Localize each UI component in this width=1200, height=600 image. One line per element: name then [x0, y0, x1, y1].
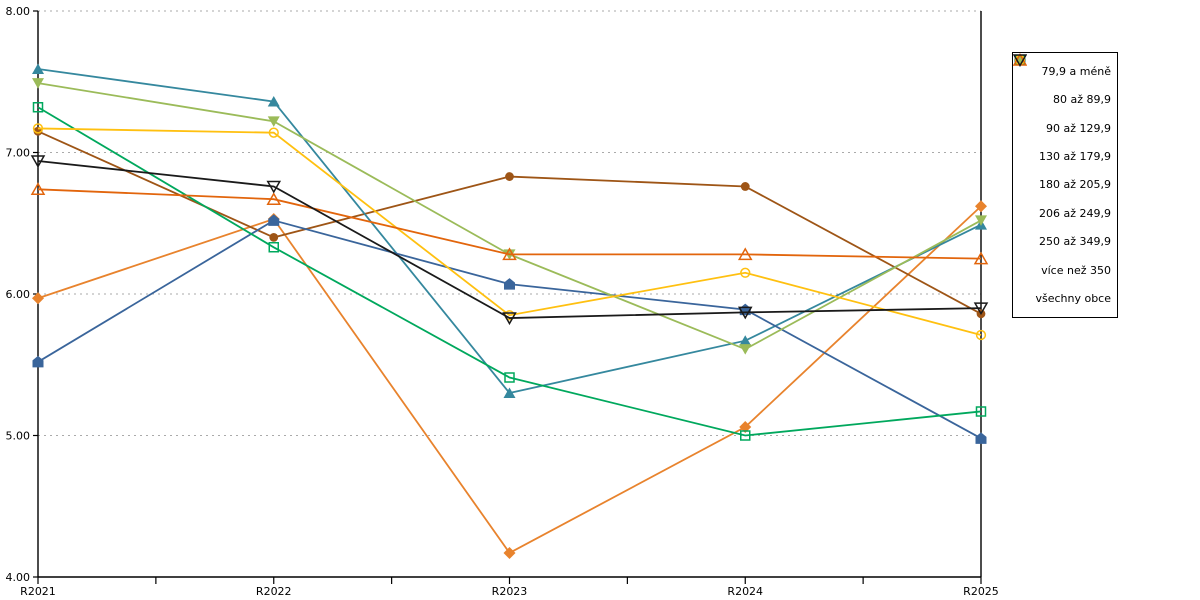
series-marker-7 — [973, 251, 989, 265]
series-marker-8 — [502, 312, 517, 326]
series-marker-0 — [975, 200, 987, 213]
series-marker-0 — [503, 546, 516, 559]
x-axis-label: R2024 — [727, 585, 763, 598]
series-marker-2 — [503, 387, 516, 399]
legend-item-8: všechny obce — [1013, 54, 1111, 312]
legend-item-7: více než 350 — [1013, 53, 1111, 283]
legend: 79,9 a méně 80 až 89,9 90 až 129,9 130 až 1… — [1012, 52, 1118, 318]
series-marker-2 — [32, 63, 44, 75]
series-marker-8 — [737, 306, 753, 320]
legend-label: 130 až 179,9 — [1039, 150, 1111, 164]
series-marker-2 — [267, 96, 280, 107]
series-marker-3 — [32, 355, 44, 368]
series-marker-7 — [737, 247, 753, 261]
legend-item-4: 180 až 205,9 — [1014, 55, 1111, 198]
series-marker-5 — [504, 372, 515, 383]
series-marker-1 — [740, 182, 750, 191]
series-line-5 — [37, 106, 982, 437]
legend-item-2: 90 až 129,9 — [1014, 54, 1111, 141]
series-marker-6 — [268, 127, 279, 138]
x-axis-label: R2025 — [963, 585, 999, 598]
series-marker-0 — [739, 421, 752, 434]
series-line-8 — [37, 160, 982, 319]
legend-label: 90 až 129,9 — [1046, 121, 1111, 135]
legend-item-5: 206 až 249,9 — [1014, 54, 1111, 226]
series-marker-4 — [739, 344, 752, 355]
legend-item-6: 250 až 349,9 — [1014, 54, 1111, 255]
legend-label: 250 až 349,9 — [1039, 235, 1111, 249]
series-line-2 — [37, 68, 982, 395]
legend-label: 206 až 249,9 — [1039, 206, 1111, 220]
series-marker-1 — [269, 233, 279, 242]
series-marker-4 — [267, 116, 280, 127]
series-marker-5 — [975, 406, 987, 417]
series-marker-7 — [30, 182, 46, 196]
legend-label: více než 350 — [1041, 263, 1111, 277]
series-marker-7 — [266, 192, 282, 205]
x-axis-label: R2023 — [492, 585, 528, 598]
x-axis-label: R2022 — [256, 585, 292, 598]
series-line-4 — [37, 82, 982, 351]
legend-label: 80 až 89,9 — [1053, 93, 1111, 107]
x-axis-label: R2021 — [20, 585, 56, 598]
series-marker-4 — [32, 78, 44, 89]
y-axis-label: 4.00 — [6, 571, 31, 584]
series-marker-6 — [975, 329, 987, 341]
series-marker-5 — [740, 430, 751, 441]
legend-label: všechny obce — [1035, 292, 1111, 306]
series-line-6 — [37, 127, 982, 336]
series-marker-3 — [268, 214, 280, 226]
series-line-7 — [37, 188, 982, 260]
legend-item-0: 79,9 a méně — [1014, 54, 1111, 84]
y-axis-label: 7.00 — [6, 147, 31, 160]
series-marker-8 — [30, 155, 46, 169]
series-marker-5 — [268, 242, 279, 253]
series-marker-1 — [505, 172, 514, 181]
legend-label: 180 až 205,9 — [1039, 178, 1111, 192]
legend-item-1: 80 až 89,9 — [1015, 55, 1111, 113]
series-marker-8 — [266, 180, 282, 194]
legend-label: 79,9 a méně — [1041, 64, 1111, 78]
triangle-down-icon — [1013, 54, 1027, 67]
y-axis-label: 6.00 — [6, 288, 31, 301]
series-marker-0 — [32, 292, 44, 305]
series-marker-6 — [740, 267, 751, 278]
series-marker-3 — [504, 278, 515, 290]
legend-item-3: 130 až 179,9 — [1014, 54, 1111, 170]
series-marker-6 — [32, 123, 44, 134]
y-axis-label: 5.00 — [6, 430, 31, 443]
y-axis-label: 8.00 — [6, 5, 31, 18]
series-marker-3 — [975, 432, 987, 444]
series-marker-7 — [502, 247, 517, 261]
series-marker-2 — [739, 335, 752, 346]
series-marker-8 — [973, 302, 989, 316]
triangle-down-icon — [1014, 55, 1026, 66]
series-marker-5 — [32, 101, 44, 113]
series-marker-4 — [975, 215, 987, 226]
